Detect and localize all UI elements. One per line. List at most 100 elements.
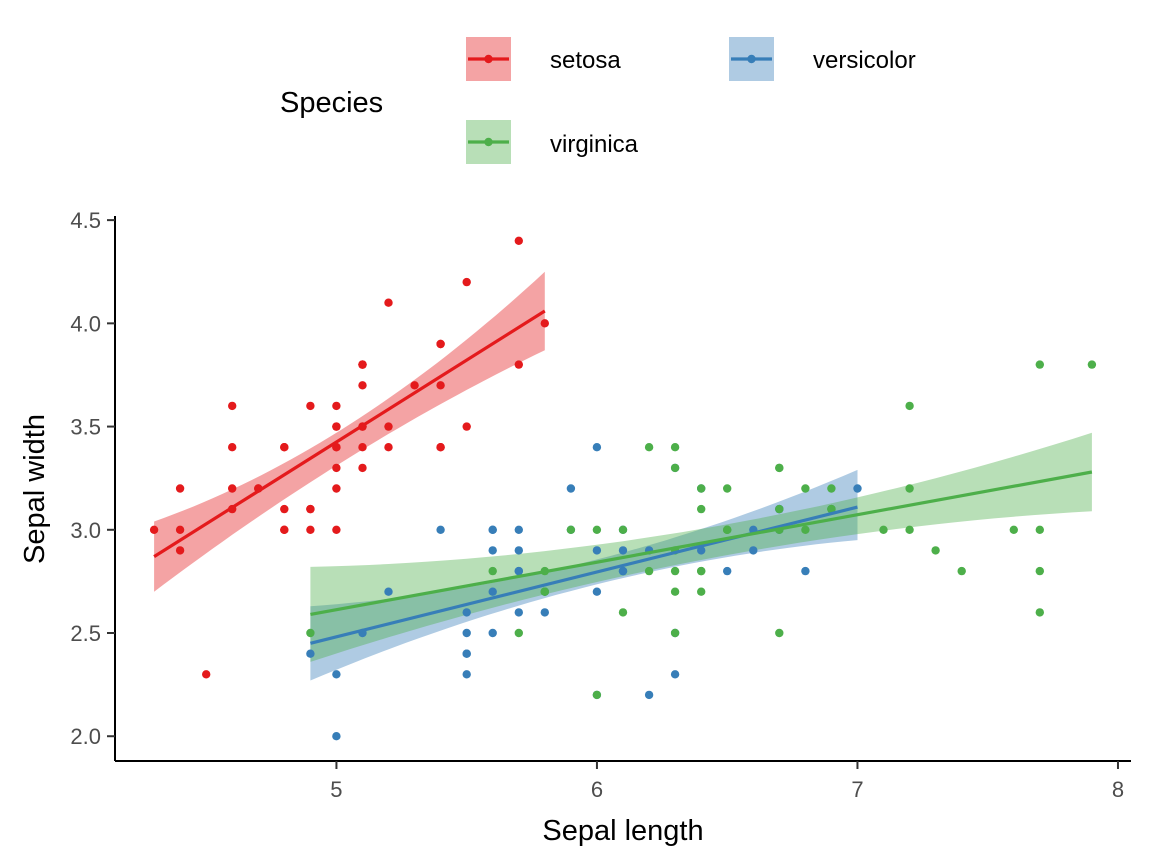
- data-point-virginica: [592, 690, 602, 700]
- data-point-versicolor: [462, 608, 471, 617]
- data-point-virginica: [775, 504, 784, 514]
- data-point-setosa: [280, 504, 289, 514]
- legend-entry-versicolor: versicolor: [729, 37, 916, 81]
- points-setosa: [149, 236, 549, 679]
- data-point-virginica: [801, 484, 810, 493]
- data-point-virginica: [775, 463, 784, 473]
- data-point-virginica: [1035, 608, 1045, 617]
- data-point-versicolor: [488, 546, 497, 555]
- data-point-setosa: [332, 463, 341, 473]
- data-point-virginica: [1035, 525, 1045, 534]
- axes: 5 6 7 8 2.0 2.5 3.0 3.5 4.0 4.5: [70, 208, 1131, 802]
- data-point-versicolor: [670, 670, 680, 679]
- y-tick-label: 3.5: [70, 415, 101, 440]
- data-point-setosa: [384, 298, 393, 307]
- data-point-virginica: [618, 525, 628, 534]
- data-point-versicolor: [332, 732, 341, 741]
- data-point-versicolor: [514, 525, 523, 534]
- confidence-band-setosa: [154, 271, 545, 592]
- data-point-setosa: [462, 277, 471, 287]
- legend-entry-setosa: setosa: [466, 37, 621, 81]
- data-point-setosa: [175, 525, 185, 534]
- data-point-setosa: [306, 504, 315, 514]
- data-point-setosa: [332, 484, 341, 493]
- data-point-setosa: [358, 360, 367, 369]
- data-point-setosa: [228, 443, 237, 452]
- points-versicolor: [306, 443, 862, 741]
- data-point-virginica: [670, 443, 680, 452]
- data-point-virginica: [1035, 566, 1045, 576]
- data-point-virginica: [488, 566, 497, 576]
- data-point-setosa: [202, 670, 211, 679]
- data-point-versicolor: [332, 670, 341, 679]
- legend-label: versicolor: [813, 47, 916, 74]
- y-tick-label: 4.5: [70, 208, 101, 233]
- data-point-versicolor: [618, 566, 628, 576]
- data-point-versicolor: [592, 546, 602, 555]
- data-point-virginica: [670, 463, 680, 473]
- data-point-versicolor: [462, 628, 471, 638]
- legend-label: setosa: [550, 47, 621, 74]
- data-point-setosa: [149, 525, 159, 534]
- data-point-versicolor: [514, 608, 523, 617]
- y-axis-title: Sepal width: [19, 414, 51, 564]
- y-tick-label: 3.0: [70, 518, 101, 543]
- data-point-versicolor: [566, 484, 576, 493]
- data-point-setosa: [514, 236, 523, 245]
- data-point-versicolor: [723, 566, 732, 576]
- data-point-virginica: [957, 566, 966, 576]
- data-point-versicolor: [540, 608, 549, 617]
- data-point-setosa: [332, 422, 341, 431]
- legend-key-point: [747, 54, 756, 64]
- data-point-virginica: [306, 628, 315, 638]
- data-point-versicolor: [488, 628, 497, 638]
- data-point-versicolor: [749, 546, 758, 555]
- data-point-virginica: [1035, 360, 1045, 369]
- data-point-setosa: [540, 319, 549, 328]
- data-point-virginica: [697, 504, 706, 514]
- data-point-versicolor: [306, 649, 315, 658]
- legend-key-point: [484, 137, 493, 147]
- data-point-setosa: [514, 360, 523, 369]
- data-point-virginica: [670, 566, 680, 576]
- data-point-setosa: [175, 546, 185, 555]
- x-tick-label: 6: [591, 777, 603, 802]
- data-point-setosa: [462, 422, 471, 431]
- data-point-setosa: [358, 443, 367, 452]
- regression-line-virginica: [310, 470, 1093, 616]
- data-point-versicolor: [592, 443, 602, 452]
- data-point-setosa: [228, 401, 237, 411]
- data-point-setosa: [280, 525, 289, 534]
- data-point-setosa: [175, 484, 185, 493]
- data-point-virginica: [566, 525, 576, 534]
- plot-area: [149, 236, 1097, 741]
- regression-line-setosa: [153, 309, 546, 558]
- data-point-versicolor: [697, 546, 706, 555]
- data-point-virginica: [1009, 525, 1018, 534]
- data-point-setosa: [410, 381, 419, 390]
- legend-label: virginica: [550, 131, 639, 158]
- x-tick-label: 5: [330, 777, 342, 802]
- x-axis-title: Sepal length: [542, 815, 703, 847]
- data-point-virginica: [644, 443, 654, 452]
- data-point-setosa: [436, 381, 445, 390]
- x-tick-label: 8: [1112, 777, 1124, 802]
- data-point-virginica: [723, 484, 732, 493]
- data-point-virginica: [697, 484, 706, 493]
- data-point-virginica: [670, 628, 680, 638]
- data-point-virginica: [775, 628, 784, 638]
- data-point-virginica: [801, 525, 810, 534]
- y-tick-label: 2.5: [70, 621, 101, 646]
- x-tick-label: 7: [851, 777, 863, 802]
- data-point-virginica: [723, 525, 732, 534]
- data-point-virginica: [540, 587, 549, 596]
- data-point-virginica: [697, 566, 706, 576]
- data-point-setosa: [384, 422, 393, 431]
- data-point-virginica: [905, 401, 914, 411]
- legend: Species setosa versicolor virginica: [280, 37, 916, 164]
- data-point-setosa: [436, 443, 445, 452]
- data-point-versicolor: [462, 649, 471, 658]
- data-point-versicolor: [618, 546, 628, 555]
- data-point-versicolor: [384, 587, 393, 596]
